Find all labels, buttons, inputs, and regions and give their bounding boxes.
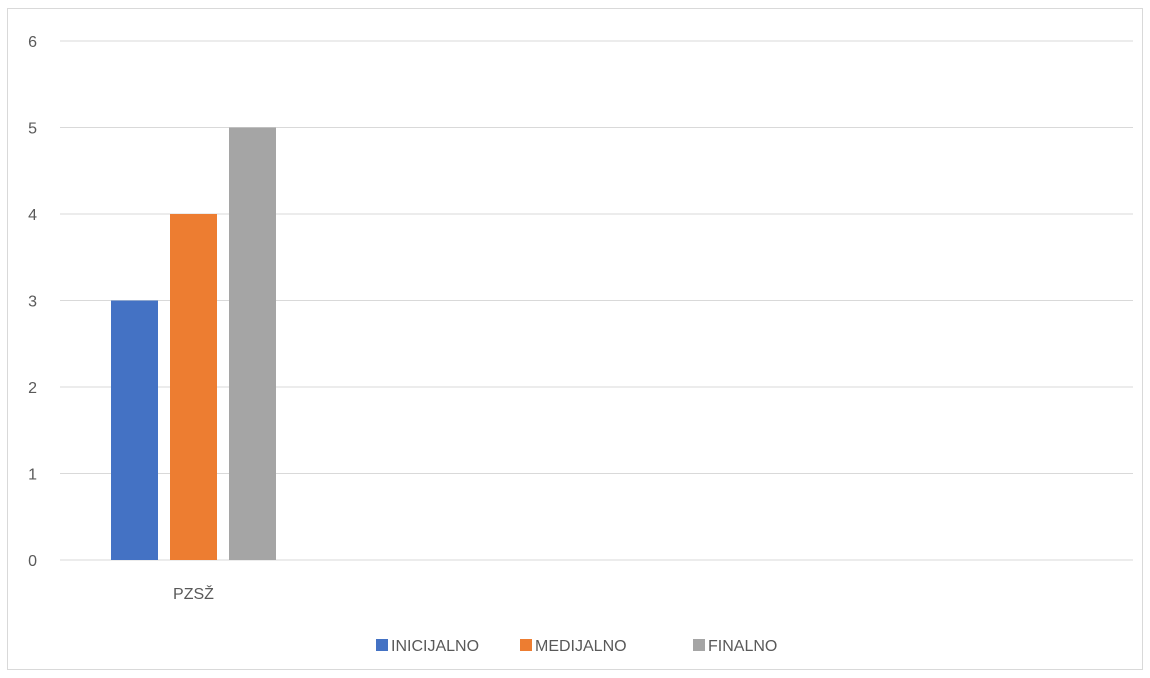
x-category-label: PZSŽ [173, 584, 214, 603]
y-tick-label: 6 [28, 34, 37, 51]
y-tick-label: 2 [28, 380, 37, 397]
legend-label-inicijalno: INICIJALNO [391, 638, 479, 655]
legend: INICIJALNO MEDIJALNO FINALNO [376, 638, 777, 655]
y-tick-label: 0 [28, 553, 37, 570]
x-axis-labels: PZSŽ [173, 584, 214, 603]
legend-label-finalno: FINALNO [708, 638, 777, 655]
y-tick-label: 3 [28, 294, 37, 311]
bar-inicijalno [111, 300, 158, 560]
gridlines [60, 40, 1133, 561]
legend-swatch-medijalno [520, 639, 532, 651]
y-axis-ticks: 0 1 2 3 4 5 6 [28, 34, 37, 570]
y-tick-label: 1 [28, 467, 37, 484]
legend-label-medijalno: MEDIJALNO [535, 638, 627, 655]
y-tick-label: 4 [28, 207, 37, 224]
legend-swatch-inicijalno [376, 639, 388, 651]
bars [111, 127, 276, 560]
legend-swatch-finalno [693, 639, 705, 651]
bar-medijalno [170, 214, 217, 560]
bar-finalno [229, 127, 276, 560]
y-tick-label: 5 [28, 121, 37, 138]
